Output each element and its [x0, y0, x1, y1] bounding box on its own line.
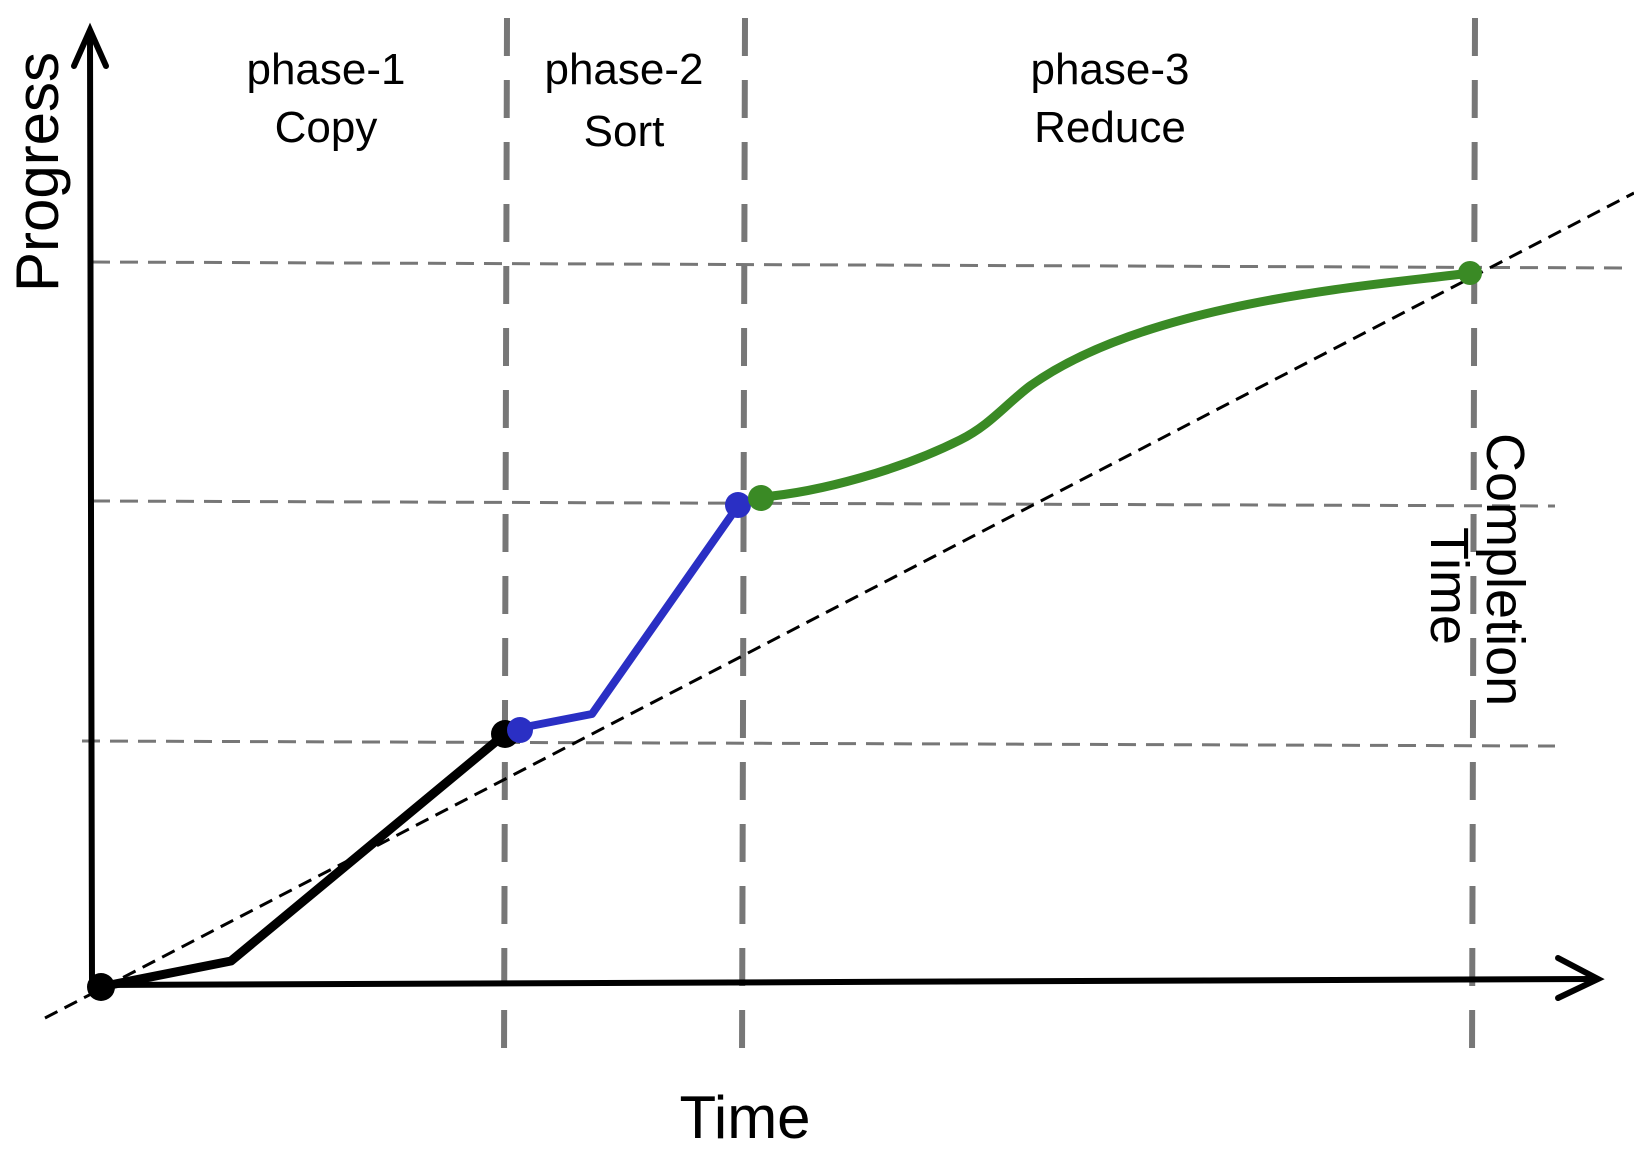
origin-marker — [87, 973, 115, 1001]
x-axis — [89, 976, 1595, 988]
phase-3-title: phase-3 — [1030, 45, 1189, 94]
x-axis-arrowhead — [1555, 955, 1605, 1001]
guide-line-phase-1-end — [81, 739, 1556, 748]
ideal-progress-line — [44, 191, 1634, 1020]
guide-line-complete — [91, 260, 1631, 270]
x-axis-label: Time — [679, 1084, 810, 1149]
y-axis — [87, 33, 95, 988]
phase-1-name: Copy — [275, 103, 378, 152]
completion-label-line2: Time — [1419, 527, 1479, 645]
sort-end-marker — [725, 492, 751, 518]
phase-boundaries — [501, 17, 1478, 1063]
boundary-completion — [1469, 17, 1478, 1063]
copy-phase-progress — [95, 729, 510, 992]
horizontal-guide-lines — [81, 260, 1631, 748]
reduce-start-marker — [748, 485, 774, 511]
sort-start-marker — [507, 717, 533, 743]
axes — [71, 22, 1605, 1001]
sort-phase-progress — [516, 499, 744, 732]
phase-3-name: Reduce — [1034, 103, 1186, 152]
boundary-phase-1-2 — [501, 17, 510, 1063]
boundary-phase-2-3 — [739, 17, 748, 1063]
phase-1-title: phase-1 — [246, 45, 405, 94]
phase-2-name: Sort — [584, 107, 665, 156]
y-axis-label: Progress — [4, 52, 71, 292]
guide-line-phase-2-end — [91, 499, 1556, 508]
phase-2-title: phase-2 — [544, 45, 703, 94]
completion-label-line1: Completion — [1475, 433, 1535, 706]
reduce-phase-progress — [757, 268, 1475, 502]
reduce-end-marker — [1458, 261, 1482, 285]
y-axis-arrowhead — [71, 22, 109, 69]
